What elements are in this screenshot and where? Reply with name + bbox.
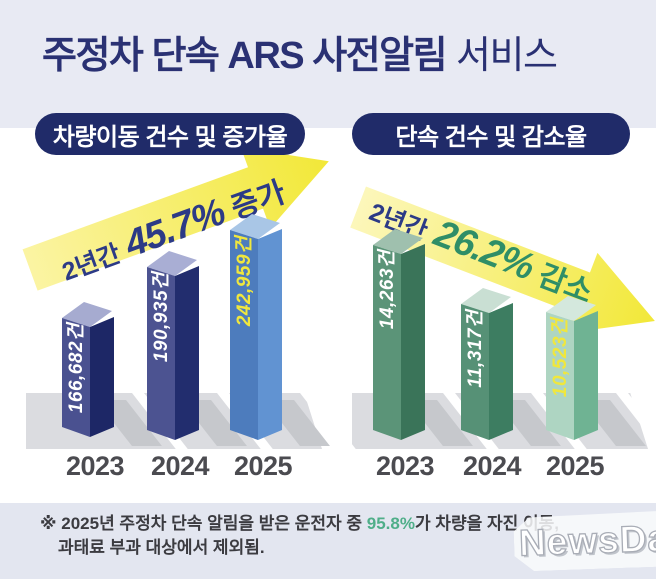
bar-right-face bbox=[401, 244, 425, 440]
bar-left-face bbox=[373, 245, 401, 440]
bar-right-face bbox=[574, 311, 598, 440]
bar-value-label: 242,959건 bbox=[234, 236, 255, 327]
bar-left-face bbox=[546, 312, 574, 440]
top-background-strip bbox=[0, 0, 656, 128]
bar-right-face bbox=[258, 229, 282, 440]
bar-value-label: 11,317건 bbox=[465, 310, 486, 388]
axis-year-2025: 2025 bbox=[233, 451, 293, 481]
axis-year-2025: 2025 bbox=[545, 451, 605, 481]
bar-left-face bbox=[62, 318, 90, 437]
badge-vehicle-moves: 차량이동 건수 및 증가율 bbox=[35, 113, 305, 155]
page-title-normal: 서비스 bbox=[456, 35, 558, 77]
axis-year-2024: 2024 bbox=[150, 451, 210, 481]
news-watermark: NewsDa bbox=[513, 510, 656, 572]
bar-value-label: 14,263건 bbox=[377, 250, 398, 330]
axis-year-2023: 2023 bbox=[375, 451, 435, 481]
bar-left-face bbox=[230, 230, 258, 440]
bar-left-face bbox=[147, 267, 175, 440]
decrease-arrow-icon bbox=[350, 186, 655, 334]
footnote-line1: ※ 2025년 주정차 단속 알림을 받은 운전자 중 95.8%가 차량을 자… bbox=[40, 512, 559, 536]
axis-year-2024: 2024 bbox=[462, 451, 522, 481]
bar-left-face bbox=[461, 304, 489, 440]
bar-right-face bbox=[175, 266, 199, 440]
footnote-highlight-percent: 95.8% bbox=[366, 514, 415, 533]
bar-right-face bbox=[489, 303, 513, 440]
axis-year-2023: 2023 bbox=[65, 451, 125, 481]
footnote-text-before: ※ 2025년 주정차 단속 알림을 받은 운전자 중 bbox=[40, 514, 367, 533]
bar-value-label: 166,682건 bbox=[66, 323, 87, 414]
bar-right-face bbox=[90, 317, 114, 437]
page-title: 주정차 단속 ARS 사전알림 서비스 bbox=[42, 24, 558, 79]
footnote: ※ 2025년 주정차 단속 알림을 받은 운전자 중 95.8%가 차량을 자… bbox=[40, 512, 559, 560]
badge-enforcement: 단속 건수 및 감소율 bbox=[352, 113, 630, 155]
increase-arrow-icon bbox=[22, 147, 329, 291]
page-title-emphasis: 주정차 단속 ARS 사전알림 bbox=[42, 35, 448, 77]
bar-value-label: 190,935건 bbox=[151, 272, 172, 363]
bar-value-label: 10,523건 bbox=[550, 318, 571, 398]
footnote-line2: 과태료 부과 대상에서 제외됨. bbox=[58, 538, 265, 557]
